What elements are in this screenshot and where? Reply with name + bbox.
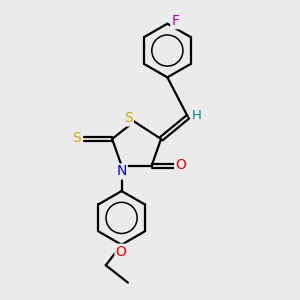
Text: H: H [192,109,202,122]
Text: S: S [72,131,81,145]
Text: N: N [116,164,127,178]
Text: O: O [175,158,186,172]
Text: F: F [171,14,179,28]
Text: S: S [124,111,133,125]
Text: O: O [116,245,126,259]
